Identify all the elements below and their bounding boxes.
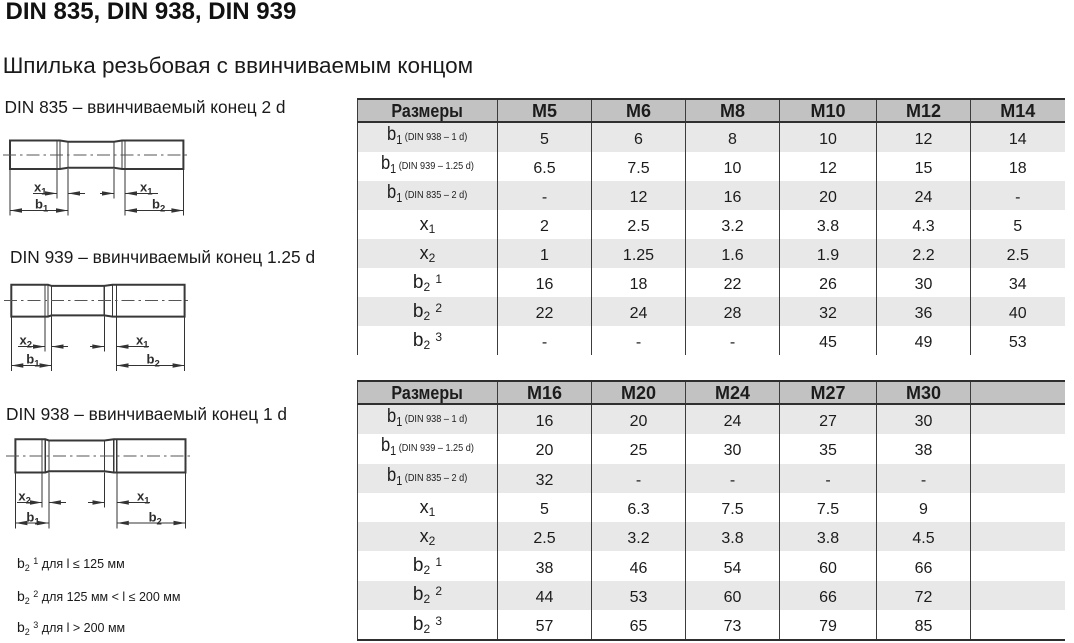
svg-text:x1: x1 (140, 180, 153, 198)
svg-text:b2: b2 (147, 352, 160, 370)
svg-text:x2: x2 (18, 489, 31, 507)
svg-text:x2: x2 (20, 333, 33, 351)
svg-text:x1: x1 (34, 180, 47, 198)
svg-text:x1: x1 (137, 489, 150, 507)
svg-text:b2: b2 (152, 197, 165, 215)
svg-text:b2: b2 (149, 510, 162, 528)
svg-text:x1: x1 (136, 333, 149, 351)
svg-text:b1: b1 (35, 197, 49, 215)
svg-text:b1: b1 (26, 352, 40, 370)
svg-text:b1: b1 (26, 510, 40, 528)
